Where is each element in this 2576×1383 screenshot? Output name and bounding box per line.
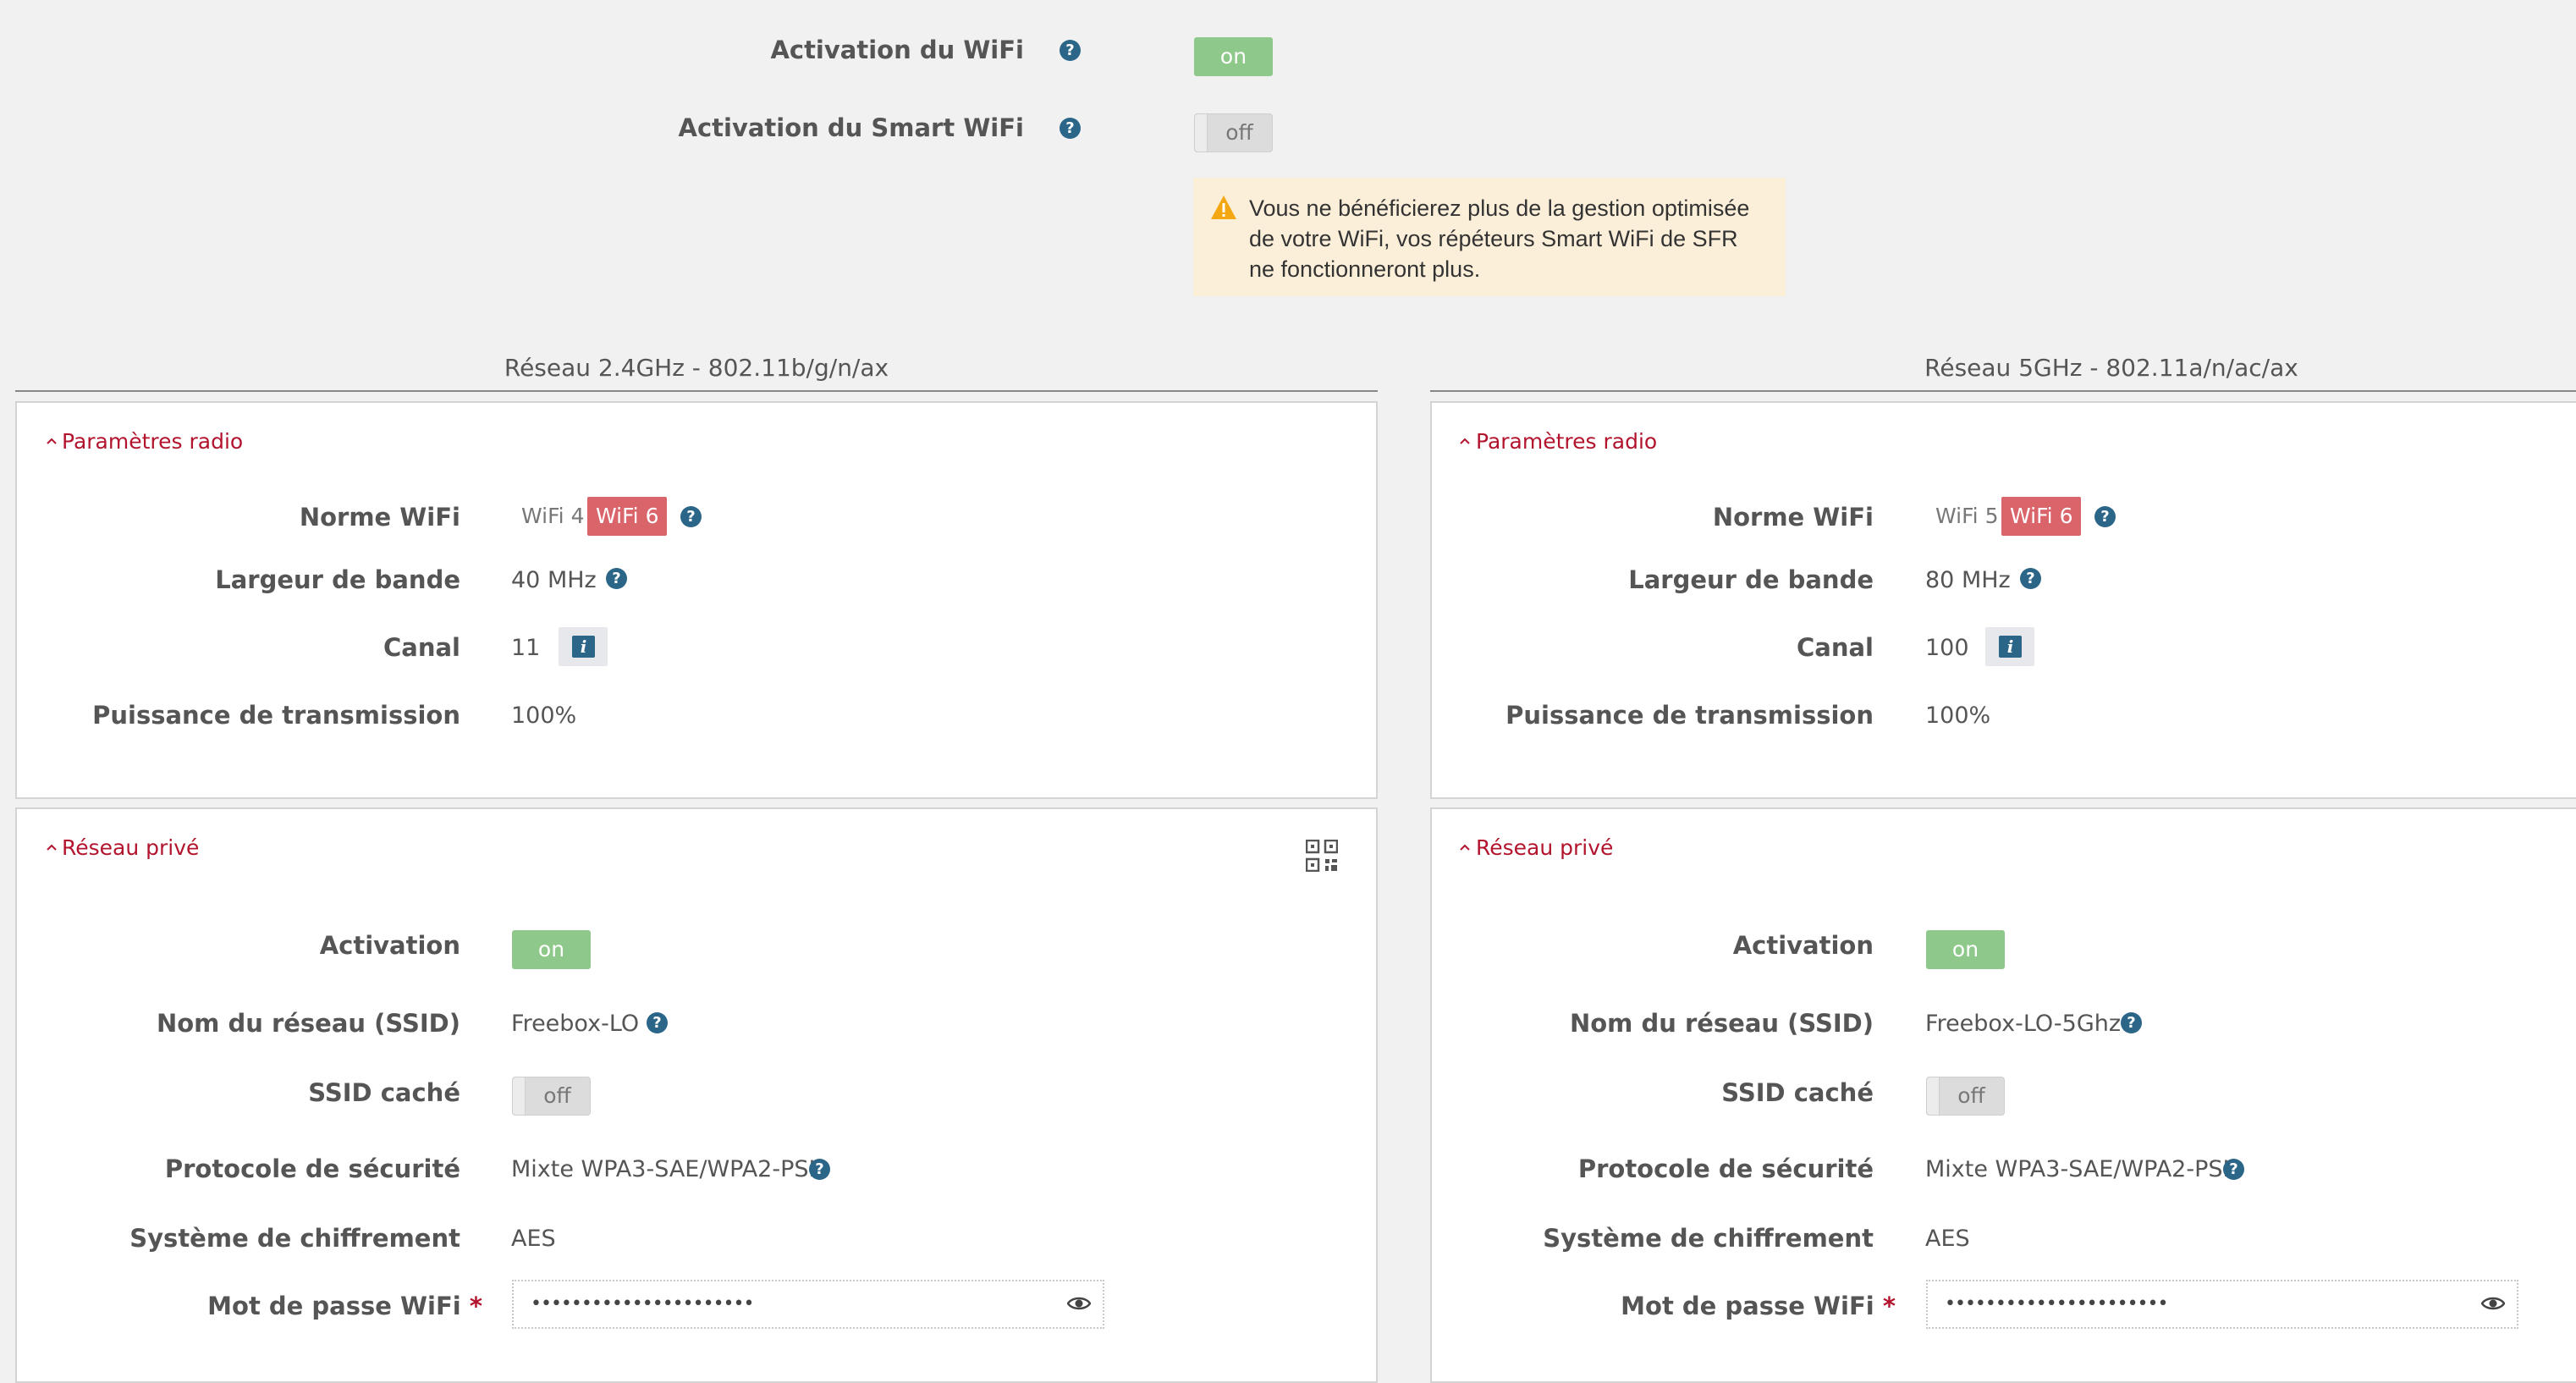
smart-wifi-warning: Vous ne bénéficierez plus de la gestion … xyxy=(1193,178,1786,296)
canal-info-button[interactable]: i xyxy=(559,627,608,666)
canal-info-button[interactable]: i xyxy=(1985,627,2034,666)
help-icon[interactable]: ? xyxy=(1060,118,1081,139)
norme-option-wifi6[interactable]: WiFi 6 xyxy=(2001,497,2082,536)
norme-wifi-label: Norme WiFi xyxy=(299,503,460,532)
norme-wifi-label: Norme WiFi xyxy=(1712,503,1874,532)
toggle-knob xyxy=(1927,1077,1940,1115)
password-label-text: Mot de passe WiFi xyxy=(1621,1292,1874,1320)
toggle-state: off xyxy=(1225,120,1253,145)
cipher-label: Système de chiffrement xyxy=(129,1224,460,1253)
toggle-knob xyxy=(513,1077,526,1115)
private-activation-toggle[interactable]: on xyxy=(512,930,591,969)
help-icon[interactable]: ? xyxy=(2094,506,2116,527)
section-radio-params[interactable]: Paramètres radio xyxy=(62,429,244,454)
ssid-hidden-label: SSID caché xyxy=(1721,1078,1874,1107)
section-radio-params[interactable]: Paramètres radio xyxy=(1476,429,1658,454)
right-radio-panel xyxy=(1430,401,2576,799)
activation-label: Activation xyxy=(1732,931,1874,960)
info-icon: i xyxy=(572,636,595,658)
section-private-network[interactable]: Réseau privé xyxy=(62,835,200,860)
protocol-value: Mixte WPA3-SAE/WPA2-PSK xyxy=(1925,1156,2238,1182)
right-column-divider xyxy=(1430,390,2576,392)
bande-value: 40 MHz xyxy=(511,567,597,593)
norme-option-wifi4[interactable]: WiFi 4 xyxy=(521,504,585,528)
norme-option-wifi6[interactable]: WiFi 6 xyxy=(587,497,668,536)
toggle-state: off xyxy=(543,1083,571,1108)
wifi-activation-label: Activation du WiFi xyxy=(770,36,1024,64)
eye-icon[interactable] xyxy=(2481,1294,2505,1313)
norme-option-wifi5[interactable]: WiFi 5 xyxy=(1935,504,1999,528)
ssid-value: Freebox-LO-5Ghz xyxy=(1925,1011,2122,1037)
password-label-text: Mot de passe WiFi xyxy=(207,1292,461,1320)
password-input[interactable]: •••••••••••••••••••••• xyxy=(1926,1280,2518,1329)
ssid-hidden-label: SSID caché xyxy=(308,1078,460,1107)
canal-label: Canal xyxy=(383,633,460,662)
chevron-up-icon[interactable] xyxy=(46,841,58,853)
protocol-label: Protocole de sécurité xyxy=(164,1154,460,1183)
help-icon[interactable]: ? xyxy=(2223,1159,2244,1180)
ssid-hidden-toggle[interactable]: off xyxy=(512,1077,591,1116)
toggle-knob xyxy=(1195,114,1208,152)
warning-text: Vous ne bénéficierez plus de la gestion … xyxy=(1249,196,1750,282)
wifi-activation-toggle[interactable]: on xyxy=(1194,37,1273,76)
password-value: •••••••••••••••••••••• xyxy=(1945,1293,2168,1314)
left-column-title: Réseau 2.4GHz - 802.11b/g/n/ax xyxy=(504,354,889,382)
smart-wifi-activation-toggle[interactable]: off xyxy=(1194,113,1273,152)
puissance-value: 100% xyxy=(1925,703,1991,729)
canal-value: 11 xyxy=(511,635,541,661)
cipher-label: Système de chiffrement xyxy=(1543,1224,1874,1253)
help-icon[interactable]: ? xyxy=(809,1159,830,1180)
toggle-state: off xyxy=(1957,1083,1985,1108)
protocol-value: Mixte WPA3-SAE/WPA2-PSK xyxy=(511,1156,824,1182)
info-icon: i xyxy=(1999,636,2022,658)
password-input[interactable]: •••••••••••••••••••••• xyxy=(512,1280,1104,1329)
help-icon[interactable]: ? xyxy=(606,568,627,589)
ssid-hidden-toggle[interactable]: off xyxy=(1926,1077,2005,1116)
bande-value: 80 MHz xyxy=(1925,567,2011,593)
password-label: Mot de passe WiFi * xyxy=(1464,1292,1896,1320)
right-column-title: Réseau 5GHz - 802.11a/n/ac/ax xyxy=(1924,354,2298,382)
warning-icon xyxy=(1211,196,1236,219)
section-private-network[interactable]: Réseau privé xyxy=(1476,835,1614,860)
password-value: •••••••••••••••••••••• xyxy=(531,1293,754,1314)
puissance-label: Puissance de transmission xyxy=(1505,701,1874,730)
puissance-label: Puissance de transmission xyxy=(92,701,460,730)
help-icon[interactable]: ? xyxy=(647,1012,668,1033)
bande-label: Largeur de bande xyxy=(1628,565,1874,594)
canal-value: 100 xyxy=(1925,635,1969,661)
private-activation-toggle[interactable]: on xyxy=(1926,930,2005,969)
ssid-label: Nom du réseau (SSID) xyxy=(1569,1009,1874,1038)
left-radio-panel xyxy=(15,401,1378,799)
help-icon[interactable]: ? xyxy=(2020,568,2041,589)
qr-code-icon[interactable] xyxy=(1306,840,1338,872)
bande-label: Largeur de bande xyxy=(215,565,460,594)
cipher-value: AES xyxy=(511,1226,556,1252)
chevron-up-icon[interactable] xyxy=(46,435,58,447)
eye-icon[interactable] xyxy=(1067,1294,1091,1313)
help-icon[interactable]: ? xyxy=(1060,40,1081,61)
cipher-value: AES xyxy=(1925,1226,1970,1252)
left-column-divider xyxy=(15,390,1378,392)
protocol-label: Protocole de sécurité xyxy=(1577,1154,1874,1183)
ssid-value: Freebox-LO xyxy=(511,1011,640,1037)
chevron-up-icon[interactable] xyxy=(1459,435,1471,447)
help-icon[interactable]: ? xyxy=(680,506,702,527)
ssid-label: Nom du réseau (SSID) xyxy=(156,1009,460,1038)
activation-label: Activation xyxy=(319,931,460,960)
help-icon[interactable]: ? xyxy=(2121,1012,2142,1033)
smart-wifi-activation-label: Activation du Smart WiFi xyxy=(678,113,1025,142)
chevron-up-icon[interactable] xyxy=(1459,841,1471,853)
puissance-value: 100% xyxy=(511,703,577,729)
canal-label: Canal xyxy=(1796,633,1874,662)
required-marker: * xyxy=(469,1292,482,1320)
required-marker: * xyxy=(1882,1292,1896,1320)
password-label: Mot de passe WiFi * xyxy=(51,1292,482,1320)
